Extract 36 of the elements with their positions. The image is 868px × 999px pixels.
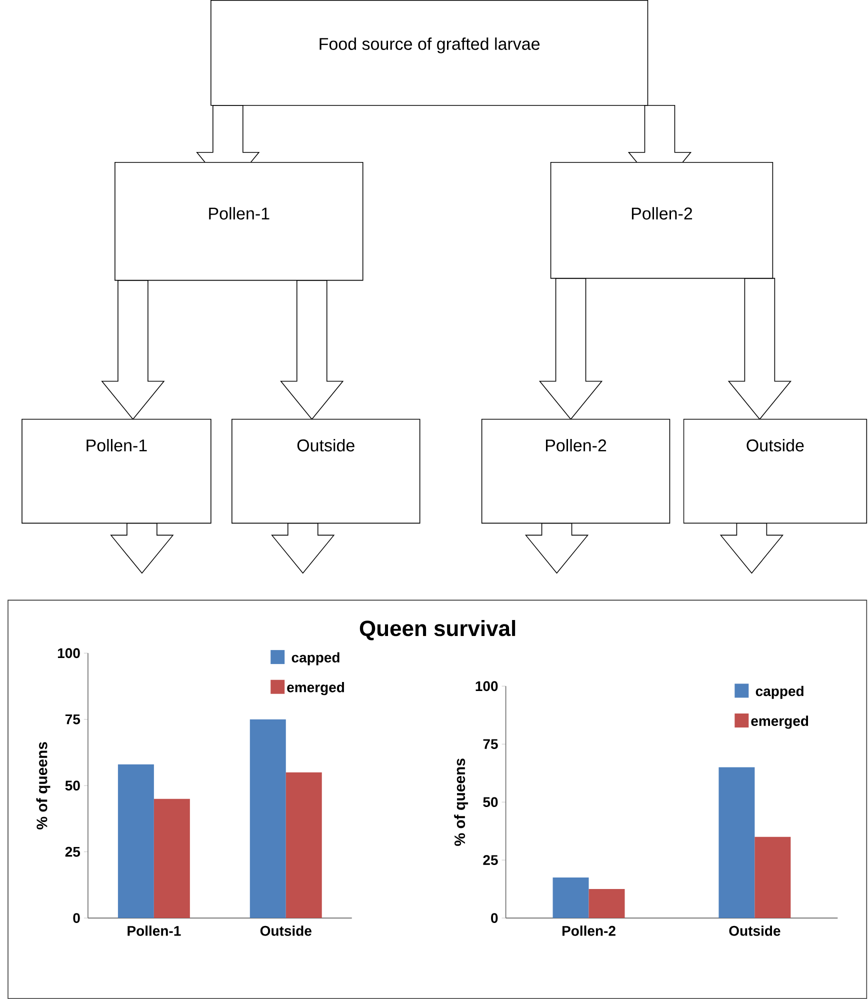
legend-label: emerged <box>287 682 344 696</box>
y-tick-label: 0 <box>73 913 80 923</box>
y-tick-label: 100 <box>58 648 80 658</box>
y-axis-title: % of queens <box>36 742 50 830</box>
bar <box>286 772 322 918</box>
y-tick-label: 25 <box>483 855 498 866</box>
text: Pollen-1 <box>209 207 270 220</box>
bar <box>154 798 190 918</box>
text: Pollen-2 <box>632 207 692 220</box>
y-axis-title: % of queens <box>454 758 468 846</box>
text: Pollen-1 <box>86 439 147 452</box>
legend-label: capped <box>756 686 804 699</box>
bar <box>552 877 589 918</box>
y-tick-label: 50 <box>483 797 498 808</box>
bar <box>754 836 791 918</box>
bar <box>588 889 625 918</box>
y-tick-label: 25 <box>66 846 80 857</box>
x-tick-label: Pollen-1 <box>128 926 181 936</box>
y-tick-label: 50 <box>65 780 80 791</box>
bar <box>250 719 286 918</box>
y-tick-label: 0 <box>491 913 498 923</box>
legend-label: emerged <box>751 716 808 729</box>
bar <box>718 767 755 918</box>
bar <box>118 764 154 918</box>
x-tick-label: Outside <box>260 926 312 936</box>
text: Outside <box>746 439 804 452</box>
x-tick-label: Outside <box>729 926 780 936</box>
legend-label: capped <box>292 652 340 666</box>
text: Pollen-2 <box>546 439 606 452</box>
x-tick-label: Pollen-2 <box>562 926 616 936</box>
y-tick-label: 100 <box>476 681 498 692</box>
y-tick-label: 75 <box>66 714 80 724</box>
text: Queen survival <box>360 620 516 640</box>
text: Food source of grafted larvae <box>320 37 540 54</box>
y-tick-label: 75 <box>483 739 498 749</box>
text: Outside <box>298 439 355 452</box>
